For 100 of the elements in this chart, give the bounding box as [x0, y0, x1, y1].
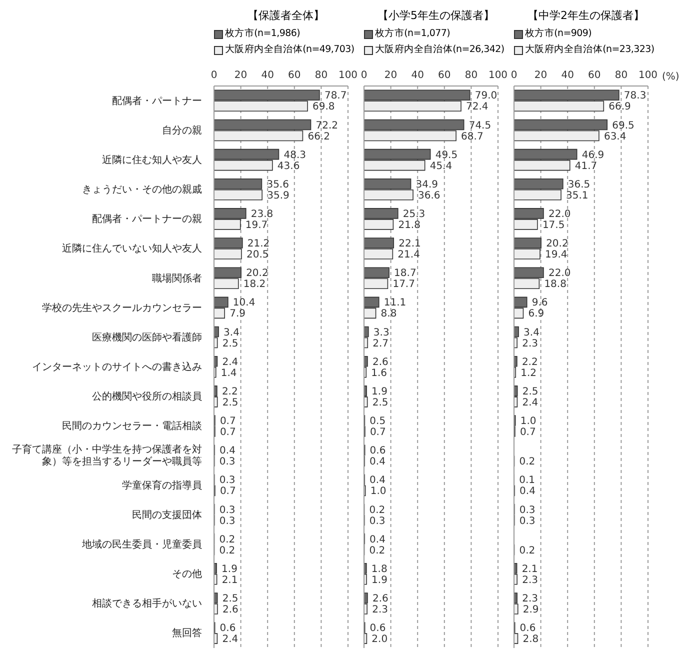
y-tick-label: 相談できる相手がいない	[92, 597, 202, 610]
data-label: 3.4	[524, 327, 540, 338]
data-label: 0.2	[369, 545, 386, 556]
data-label: 1.6	[371, 368, 388, 379]
data-label: 2.5	[222, 338, 238, 350]
y-tick-label: 配偶者・パートナー	[112, 94, 202, 107]
data-label: 0.4	[520, 486, 536, 498]
data-label: 79.0	[474, 90, 498, 102]
y-tick-label: 民間の支援団体	[132, 508, 202, 521]
data-label: 49.5	[435, 150, 458, 161]
data-label: 1.0	[370, 486, 386, 498]
legend-label: 大阪府内全自治体(n=49,703)	[225, 43, 354, 57]
y-tick-label: 民間のカウンセラー・電話相談	[62, 420, 202, 432]
legend-label: 枚方市(n=1,986)	[225, 27, 300, 41]
data-label: 0.3	[219, 516, 236, 527]
data-label: 11.1	[384, 298, 406, 309]
data-label: 0.7	[370, 427, 386, 438]
data-label: 0.6	[220, 623, 236, 634]
x-tick-label: 100	[638, 70, 658, 81]
data-label: 34.9	[416, 179, 438, 190]
data-label: 0.3	[519, 504, 536, 516]
data-label: 18.8	[544, 279, 566, 290]
data-label: 0.7	[520, 427, 536, 438]
data-label: 20.2	[546, 238, 568, 250]
data-label: 0.2	[219, 534, 236, 546]
y-tick-label: 子育て講座（小・中学生を持つ保護者を対象）等を担当するリーダーや職員等	[12, 443, 202, 468]
data-label: 78.7	[324, 90, 347, 102]
data-label: 2.6	[372, 356, 388, 368]
data-label: 0.4	[370, 534, 386, 546]
data-label: 0.2	[519, 545, 536, 556]
legend-label: 大阪府内全自治体(n=23,323)	[525, 43, 654, 57]
y-tick-label: きょうだい・その他の親戚	[82, 183, 202, 196]
data-label: 3.3	[373, 327, 390, 338]
data-label: 0.4	[370, 475, 386, 486]
data-label: 17.7	[392, 279, 415, 290]
x-tick-label: 40	[561, 70, 574, 81]
x-tick-label: 0	[510, 70, 518, 81]
data-label: 18.7	[394, 268, 416, 280]
data-label: 2.4	[222, 356, 238, 368]
x-tick-label: 100	[338, 70, 358, 81]
data-label: 25.3	[402, 209, 426, 220]
data-label: 72.4	[466, 102, 488, 113]
y-tick-label: 配偶者・パートナーの親	[92, 212, 202, 225]
x-tick-label: 80	[614, 70, 628, 81]
x-tick-label: 20	[534, 70, 548, 81]
data-label: 7.9	[230, 308, 246, 320]
data-label: 35.6	[266, 179, 289, 190]
y-tick-label: 地域の民生委員・児童委員	[81, 538, 202, 550]
y-tick-label: 近隣に住む知人や友人	[102, 154, 202, 166]
data-label: 6.9	[528, 308, 544, 320]
x-tick-label: 0	[210, 70, 218, 81]
data-label: 22.0	[548, 268, 571, 280]
data-label: 20.5	[246, 250, 269, 261]
data-label: 2.4	[222, 634, 238, 646]
y-tick-label: 自分の親	[162, 124, 202, 136]
data-label: 0.2	[519, 456, 536, 468]
data-label: 21.4	[398, 250, 420, 261]
y-tick-label: 職場関係者	[152, 272, 202, 284]
data-label: 1.2	[520, 368, 537, 379]
chart-title: 【中学2年生の保護者】	[526, 8, 646, 24]
data-label: 35.1	[566, 190, 588, 202]
data-label: 17.5	[542, 220, 565, 232]
data-label: 2.1	[222, 574, 238, 586]
x-tick-label: 80	[314, 70, 328, 81]
data-label: 2.5	[222, 594, 238, 605]
data-label: 0.7	[220, 427, 236, 438]
x-tick-label: 100	[488, 70, 508, 81]
data-label: 2.5	[522, 386, 538, 398]
data-label: 0.4	[220, 446, 236, 457]
data-label: 2.2	[222, 386, 238, 398]
data-label: 46.9	[582, 150, 604, 161]
data-label: 45.4	[430, 160, 452, 172]
data-label: 0.3	[369, 516, 386, 527]
x-tick-label: 20	[384, 70, 398, 81]
data-label: 0.3	[219, 456, 236, 468]
data-label: 66.2	[308, 131, 330, 142]
data-label: 0.7	[220, 486, 236, 498]
data-label: 1.9	[222, 564, 238, 575]
y-tick-label: 公的機関や役所の相談員	[92, 390, 202, 402]
data-label: 19.4	[544, 250, 568, 261]
legend-label: 大阪府内全自治体(n=26,342)	[375, 43, 504, 57]
data-label: 74.5	[468, 120, 492, 132]
data-label: 2.5	[372, 397, 388, 408]
x-tick-label: 80	[464, 70, 478, 81]
data-label: 2.9	[522, 604, 539, 616]
data-label: 36.6	[418, 190, 440, 202]
data-label: 2.3	[372, 604, 388, 616]
data-label: 0.6	[370, 623, 386, 634]
data-label: 36.5	[568, 179, 590, 190]
data-label: 0.6	[370, 446, 386, 457]
data-label: 41.7	[574, 160, 598, 172]
data-label: 2.2	[522, 356, 538, 368]
data-label: 2.5	[222, 397, 238, 408]
x-tick-label: 40	[261, 70, 274, 81]
y-tick-label: インターネットのサイトへの書き込み	[32, 360, 202, 373]
data-label: 2.0	[372, 634, 388, 646]
data-label: 10.4	[232, 298, 256, 309]
data-label: 43.6	[277, 160, 300, 172]
data-label: 69.5	[612, 120, 634, 132]
y-tick-label: 学校の先生やスクールカウンセラー	[42, 302, 202, 314]
